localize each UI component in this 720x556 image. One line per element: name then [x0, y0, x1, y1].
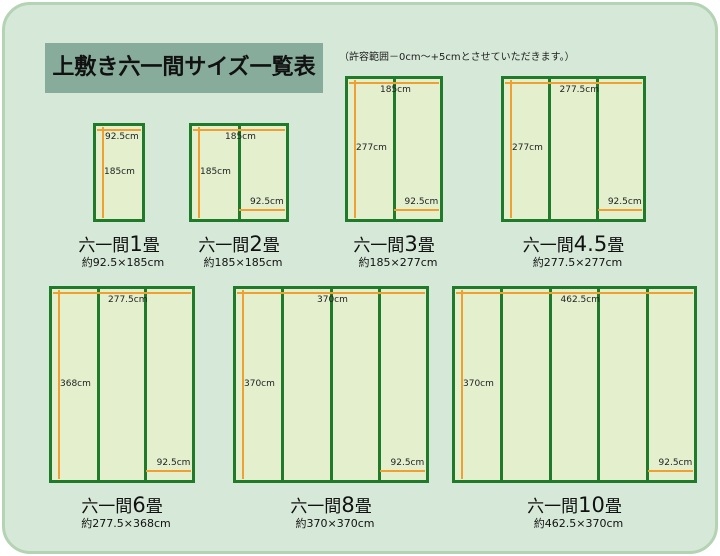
- height-arrow: [461, 290, 463, 479]
- room-name: 六一間3畳: [353, 231, 434, 256]
- height-label: 277cm: [512, 143, 543, 153]
- room-name-name-prefix: 六一間: [522, 236, 574, 256]
- tatami-panel: [595, 79, 643, 219]
- width-label: 277.5cm: [559, 85, 599, 95]
- height-label: 185cm: [200, 166, 231, 177]
- tatami-panel: [548, 289, 597, 480]
- width-arrow: [193, 129, 285, 131]
- tatami-room-2: [189, 123, 289, 222]
- panel-arrow: [394, 209, 439, 211]
- panel-label: 92.5cm: [658, 458, 693, 468]
- tatami-panel: [281, 289, 329, 480]
- room-name-name-suffix: 畳: [145, 497, 163, 517]
- room-name-count: 1: [129, 232, 143, 256]
- width-arrow: [456, 292, 693, 294]
- height-arrow: [102, 127, 104, 218]
- width-label: 277.5cm: [108, 295, 148, 305]
- tatami-room-1: [93, 123, 145, 222]
- width-label: 462.5cm: [560, 295, 600, 305]
- room-name-name-suffix: 畳: [607, 236, 625, 256]
- room-name-name-prefix: 六一間: [81, 497, 133, 517]
- room-name-name-prefix: 六一間: [290, 497, 342, 517]
- room-name-count: 6: [132, 493, 146, 517]
- tatami-room-8: [233, 286, 429, 483]
- room-size: 約277.5×368cm: [81, 517, 171, 530]
- height-label: 368cm: [60, 378, 91, 389]
- room-name: 六一間4.5畳: [523, 231, 624, 256]
- tatami-panel: [500, 289, 548, 480]
- height-arrow: [58, 290, 60, 479]
- width-arrow: [505, 82, 642, 84]
- room-name-count: 4.5: [573, 232, 608, 256]
- room-size: 約185×185cm: [203, 256, 283, 269]
- height-arrow: [242, 290, 244, 479]
- tatami-panel: [237, 126, 287, 219]
- panel-arrow: [648, 470, 693, 472]
- panel-label: 92.5cm: [390, 458, 425, 468]
- width-label: 185cm: [380, 85, 411, 95]
- width-arrow: [53, 292, 191, 294]
- height-label: 185cm: [104, 166, 135, 177]
- tatami-panel: [96, 289, 145, 480]
- page-title: 上敷き六一間サイズ一覧表: [45, 43, 323, 93]
- room-name-count: 2: [249, 232, 263, 256]
- panel-label: 92.5cm: [404, 197, 439, 207]
- room-name: 六一間8畳: [290, 492, 371, 517]
- height-label: 277cm: [356, 143, 387, 153]
- room-name-name-suffix: 畳: [604, 497, 622, 517]
- tolerance-note: （許容範囲－0cm～+5cmとさせていただきます。）: [339, 52, 575, 63]
- room-name-name-prefix: 六一間: [198, 236, 250, 256]
- tatami-panel: [377, 289, 426, 480]
- width-arrow: [349, 82, 439, 84]
- tatami-panel: [329, 289, 378, 480]
- width-arrow: [237, 292, 425, 294]
- room-name-name-suffix: 畳: [142, 236, 160, 256]
- tatami-panel: [597, 289, 645, 480]
- width-label: 185cm: [225, 132, 256, 142]
- tatami-room-4.5: [501, 76, 646, 222]
- height-arrow: [198, 127, 200, 218]
- tatami-panel: [144, 289, 192, 480]
- height-label: 370cm: [244, 378, 275, 389]
- panel-arrow: [597, 209, 642, 211]
- room-size: 約185×277cm: [358, 256, 438, 269]
- room-name-name-prefix: 六一間: [353, 236, 405, 256]
- room-name-name-prefix: 六一間: [78, 236, 130, 256]
- room-size: 約462.5×370cm: [533, 517, 624, 530]
- tatami-panel: [645, 289, 694, 480]
- room-name-name-prefix: 六一間: [527, 497, 579, 517]
- tatami-panel: [392, 79, 441, 219]
- room-name-count: 8: [341, 493, 355, 517]
- panel-label: 92.5cm: [607, 197, 642, 207]
- width-label: 92.5cm: [105, 132, 139, 142]
- room-name-name-suffix: 畳: [262, 236, 280, 256]
- room-size: 約277.5×277cm: [532, 256, 623, 269]
- height-arrow: [510, 80, 512, 218]
- room-name-count: 10: [578, 493, 605, 517]
- height-label: 370cm: [463, 378, 494, 389]
- panel-label: 92.5cm: [156, 458, 191, 468]
- panel-arrow: [146, 470, 191, 472]
- room-name-name-suffix: 畳: [354, 497, 372, 517]
- width-arrow: [97, 129, 141, 131]
- tatami-room-10: [452, 286, 697, 483]
- tatami-room-6: [49, 286, 195, 483]
- room-name: 六一間2畳: [198, 231, 279, 256]
- room-name: 六一間10畳: [527, 492, 622, 517]
- tatami-panel: [548, 79, 595, 219]
- panel-arrow: [380, 470, 425, 472]
- room-size: 約92.5×185cm: [81, 256, 165, 269]
- width-label: 370cm: [317, 295, 348, 305]
- room-size: 約370×370cm: [295, 517, 375, 530]
- room-name: 六一間6畳: [81, 492, 162, 517]
- panel-label: 92.5cm: [250, 197, 284, 207]
- tatami-room-3: [345, 76, 443, 222]
- height-arrow: [354, 80, 356, 218]
- panel-arrow: [239, 209, 285, 211]
- room-name: 六一間1畳: [78, 231, 159, 256]
- room-name-count: 3: [404, 232, 418, 256]
- room-name-name-suffix: 畳: [417, 236, 435, 256]
